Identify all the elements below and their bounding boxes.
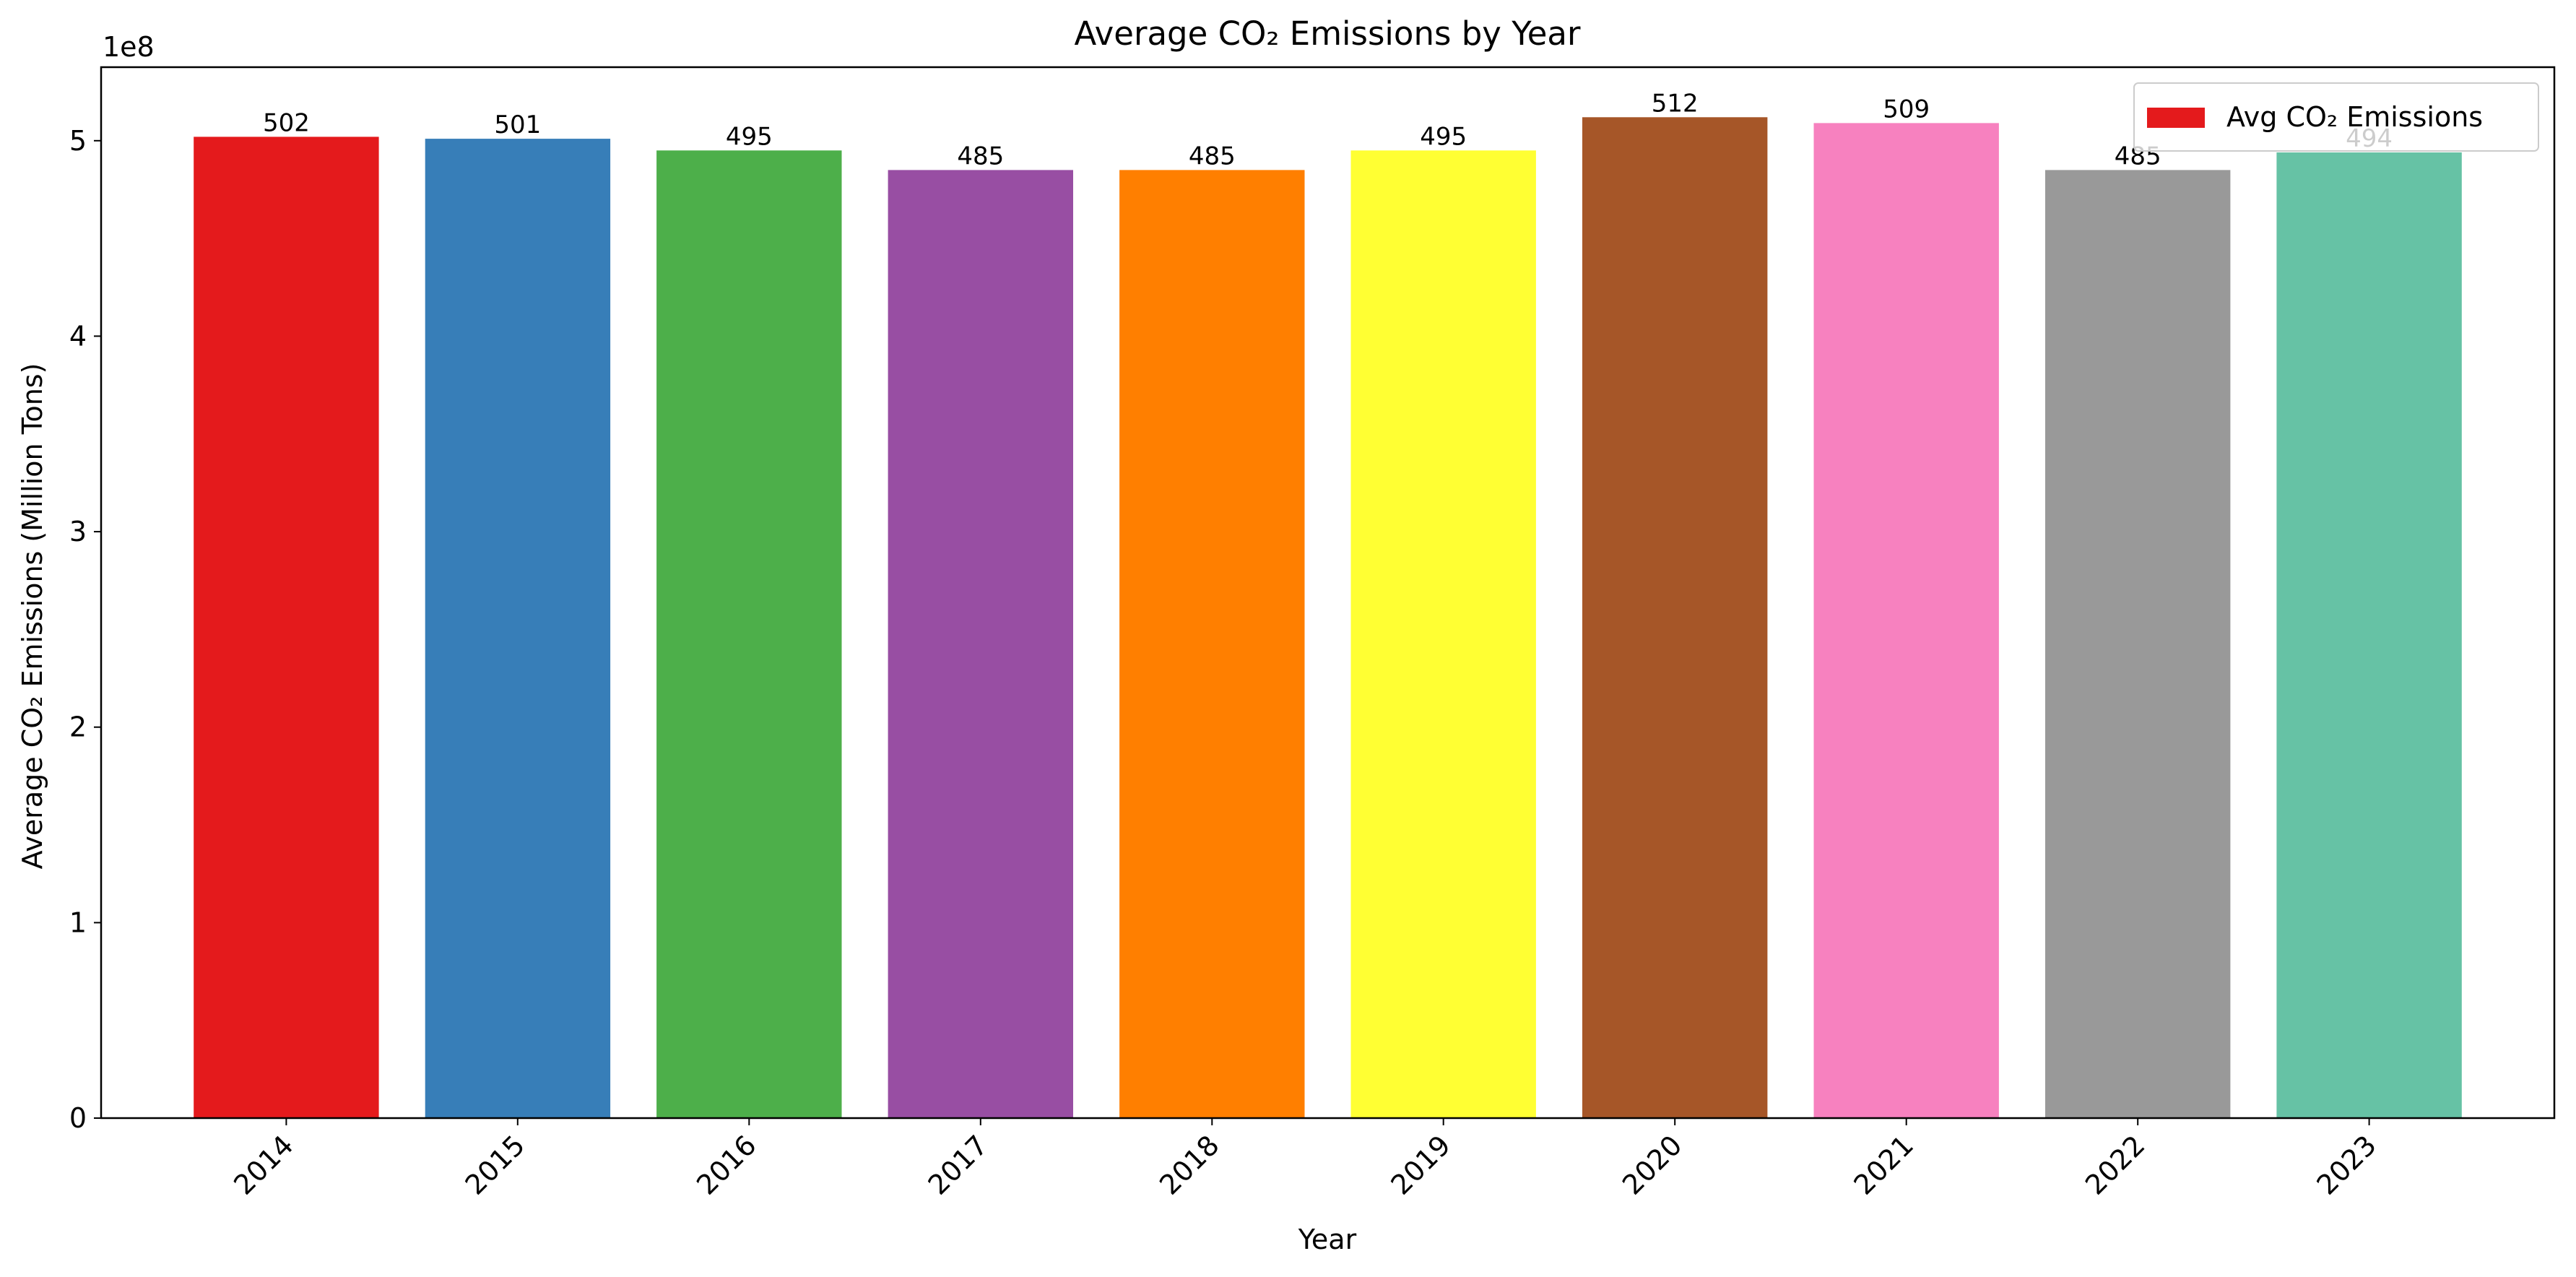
y-axis-offset-text: 1e8 <box>103 31 155 63</box>
x-tick-label: 2023 <box>2310 1129 2382 1201</box>
x-tick-label: 2021 <box>1848 1129 1920 1201</box>
bar-2021 <box>1813 123 1999 1118</box>
bar-2017 <box>888 170 1073 1118</box>
bar-2014 <box>194 137 379 1118</box>
bar-2019 <box>1350 150 1536 1118</box>
x-tick-label: 2022 <box>2079 1129 2151 1201</box>
y-tick-label: 1 <box>69 906 87 938</box>
y-tick-label: 0 <box>69 1102 87 1134</box>
x-tick-label: 2020 <box>1616 1129 1688 1201</box>
y-tick-label: 4 <box>69 320 87 352</box>
legend-label: Avg CO₂ Emissions <box>2226 101 2483 133</box>
y-tick-label: 2 <box>69 711 87 743</box>
legend-box <box>2133 82 2539 152</box>
bar-value-label: 512 <box>1652 89 1699 118</box>
bar-2023 <box>2276 152 2462 1118</box>
x-tick-label: 2017 <box>922 1129 994 1201</box>
bar-2016 <box>656 150 842 1118</box>
bar-2020 <box>1582 117 1768 1118</box>
chart-title: Average CO₂ Emissions by Year <box>1074 14 1581 53</box>
legend-swatch <box>2147 108 2205 128</box>
bar-value-label: 495 <box>1420 122 1467 151</box>
x-tick-label: 2015 <box>459 1129 532 1201</box>
x-tick-label: 2014 <box>227 1129 300 1201</box>
axes-frame <box>100 66 2556 1120</box>
bar-value-label: 485 <box>1189 142 1236 170</box>
y-tick-label: 3 <box>69 516 87 547</box>
bar-value-label: 501 <box>494 111 541 139</box>
bar-2022 <box>2045 170 2231 1118</box>
x-tick-label: 2019 <box>1385 1129 1457 1201</box>
x-tick-label: 2018 <box>1153 1129 1226 1201</box>
bar-value-label: 509 <box>1883 95 1930 124</box>
y-tick-label: 5 <box>69 125 87 157</box>
bar-value-label: 495 <box>726 122 773 151</box>
bar-2018 <box>1119 170 1305 1118</box>
y-axis-label: Average CO₂ Emissions (Million Tons) <box>17 363 48 870</box>
x-tick-label: 2016 <box>690 1129 763 1201</box>
bar-value-label: 485 <box>957 142 1004 170</box>
x-axis-label: Year <box>1298 1224 1357 1255</box>
plot-area: 5022014501201549520164852017485201849520… <box>69 66 2556 1201</box>
bar-value-label: 502 <box>263 108 310 137</box>
bar-2015 <box>425 139 611 1119</box>
